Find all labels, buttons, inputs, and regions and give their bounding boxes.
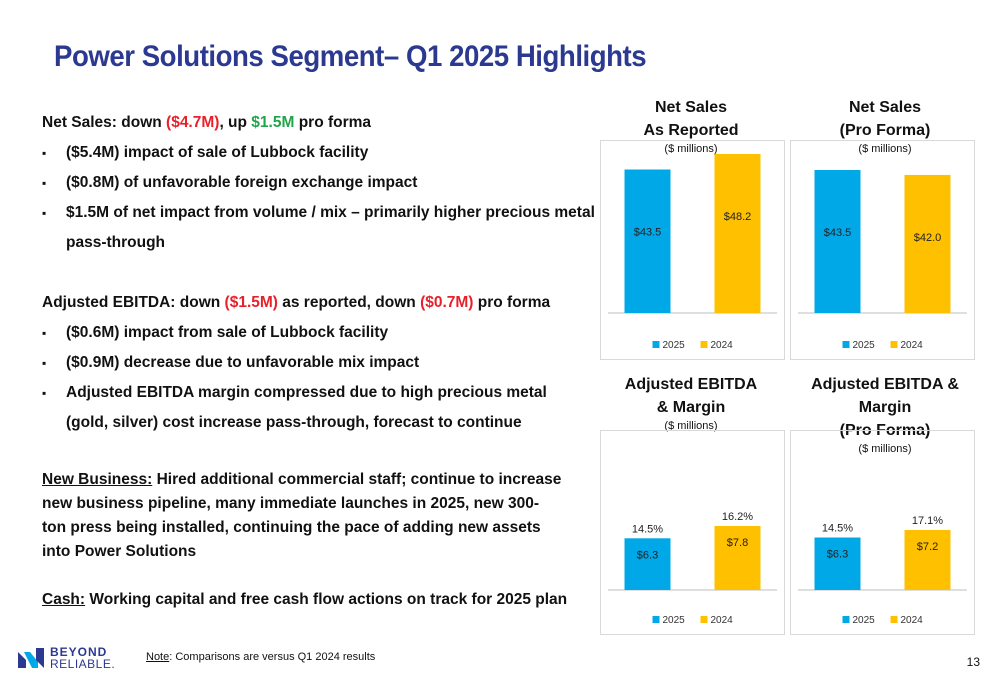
net-sales-label: Net Sales: bbox=[42, 114, 117, 131]
legend-label: 2024 bbox=[711, 340, 734, 351]
bar-2024 bbox=[904, 530, 951, 590]
new-business-label: New Business: bbox=[42, 471, 153, 488]
margin-label: 17.1% bbox=[912, 515, 943, 527]
bar-2025 bbox=[814, 170, 861, 313]
net-sales-t1: down bbox=[116, 114, 167, 131]
ebitda-bullet: ▪ ($0.6M) impact from sale of Lubbock fac… bbox=[42, 324, 389, 341]
margin-label: 14.5% bbox=[632, 523, 663, 535]
legend-swatch bbox=[890, 341, 898, 348]
legend-swatch bbox=[700, 341, 708, 348]
margin-label: 14.5% bbox=[822, 523, 853, 535]
legend-label: 2025 bbox=[663, 615, 686, 626]
data-label: $48.2 bbox=[724, 211, 752, 223]
legend-swatch bbox=[652, 341, 660, 348]
chart-net-sales-reported: $43.5 $48.2 2025 2024 bbox=[600, 140, 785, 360]
page-title: Power Solutions Segment– Q1 2025 Highlig… bbox=[54, 40, 647, 73]
legend-swatch bbox=[652, 616, 660, 623]
data-label: $6.3 bbox=[637, 549, 658, 561]
logo-line2: RELIABLE. bbox=[50, 657, 116, 671]
bar-2025 bbox=[624, 538, 671, 590]
ebitda-t3: pro forma bbox=[473, 294, 551, 311]
ebitda-t1: down bbox=[175, 294, 225, 311]
bar-2025 bbox=[814, 537, 861, 590]
cash-label: Cash: bbox=[42, 591, 86, 608]
legend-swatch bbox=[842, 341, 850, 348]
ebitda-line: Adjusted EBITDA: down ($1.5M) as reporte… bbox=[42, 288, 602, 318]
legend-label: 2024 bbox=[901, 340, 924, 351]
new-business-paragraph: New Business: Hired additional commercia… bbox=[42, 471, 562, 560]
chart-title-net-sales-proforma: Net Sales (Pro Forma) ($ millions) bbox=[839, 99, 931, 155]
data-label: $6.3 bbox=[827, 549, 848, 561]
data-label: $7.8 bbox=[727, 537, 748, 549]
chart-ebitda-margin-proforma: $6.3 14.5% $7.2 17.1% 2025 2024 bbox=[790, 430, 975, 635]
chart-frame bbox=[600, 140, 785, 360]
cash-paragraph: Cash: Working capital and free cash flow… bbox=[42, 591, 568, 608]
ebitda-label: Adjusted EBITDA: bbox=[42, 294, 176, 311]
data-label: $43.5 bbox=[634, 227, 662, 239]
chart-frame bbox=[790, 430, 975, 635]
margin-label: 16.2% bbox=[722, 511, 753, 523]
chart-title-ebitda: Adjusted EBITDA & Margin ($ millions) bbox=[624, 376, 758, 432]
net-sales-line: Net Sales: down ($4.7M), up $1.5M pro fo… bbox=[42, 108, 602, 138]
highlights-text: Net Sales: down ($4.7M), up $1.5M pro fo… bbox=[42, 108, 602, 612]
legend-label: 2025 bbox=[663, 340, 686, 351]
legend-label: 2025 bbox=[853, 340, 876, 351]
net-sales-t2: , up bbox=[219, 114, 252, 131]
net-sales-t3: pro forma bbox=[294, 114, 372, 131]
data-label: $7.2 bbox=[917, 541, 938, 553]
data-label: $43.5 bbox=[824, 227, 852, 239]
data-label: $42.0 bbox=[914, 232, 942, 244]
legend-swatch bbox=[700, 616, 708, 623]
legend-swatch bbox=[842, 616, 850, 623]
chart-title-net-sales-reported: Net Sales As Reported ($ millions) bbox=[643, 99, 739, 155]
chart-ebitda-margin: $6.3 14.5% $7.8 16.2% 2025 2024 bbox=[600, 430, 785, 635]
page-number: 13 bbox=[966, 655, 980, 669]
ebitda-bullet: ▪ Adjusted EBITDA margin compressed due t… bbox=[42, 384, 547, 431]
bar-2024 bbox=[714, 154, 761, 313]
net-sales-bullet: ▪ $1.5M of net impact from volume / mix –… bbox=[42, 204, 595, 251]
net-sales-v1: ($4.7M) bbox=[166, 114, 220, 131]
footer-note: Note: Comparisons are versus Q1 2024 res… bbox=[146, 651, 376, 663]
ebitda-v2: ($0.7M) bbox=[420, 294, 474, 311]
net-sales-bullet: ▪ ($0.8M) of unfavorable foreign exchange… bbox=[42, 174, 418, 191]
legend-label: 2024 bbox=[711, 615, 734, 626]
beyond-logo-icon bbox=[18, 648, 44, 668]
net-sales-bullet: ▪ ($5.4M) impact of sale of Lubbock facil… bbox=[42, 144, 369, 161]
ebitda-v1: ($1.5M) bbox=[224, 294, 278, 311]
legend-label: 2024 bbox=[901, 615, 924, 626]
ebitda-t2: as reported, down bbox=[277, 294, 421, 311]
ebitda-bullet: ▪ ($0.9M) decrease due to unfavorable mix… bbox=[42, 354, 420, 371]
company-logo: BEYOND RELIABLE. bbox=[16, 646, 115, 670]
bar-2024 bbox=[904, 174, 951, 313]
chart-frame bbox=[790, 140, 975, 360]
logo-line1: BEYOND bbox=[50, 645, 108, 659]
legend-label: 2025 bbox=[853, 615, 876, 626]
net-sales-v2: $1.5M bbox=[251, 114, 295, 131]
chart-net-sales-proforma: $43.5 $42.0 2025 2024 bbox=[790, 140, 975, 360]
bar-2025 bbox=[624, 169, 671, 313]
chart-frame bbox=[600, 430, 785, 635]
legend-swatch bbox=[890, 616, 898, 623]
bar-2024 bbox=[714, 526, 761, 590]
